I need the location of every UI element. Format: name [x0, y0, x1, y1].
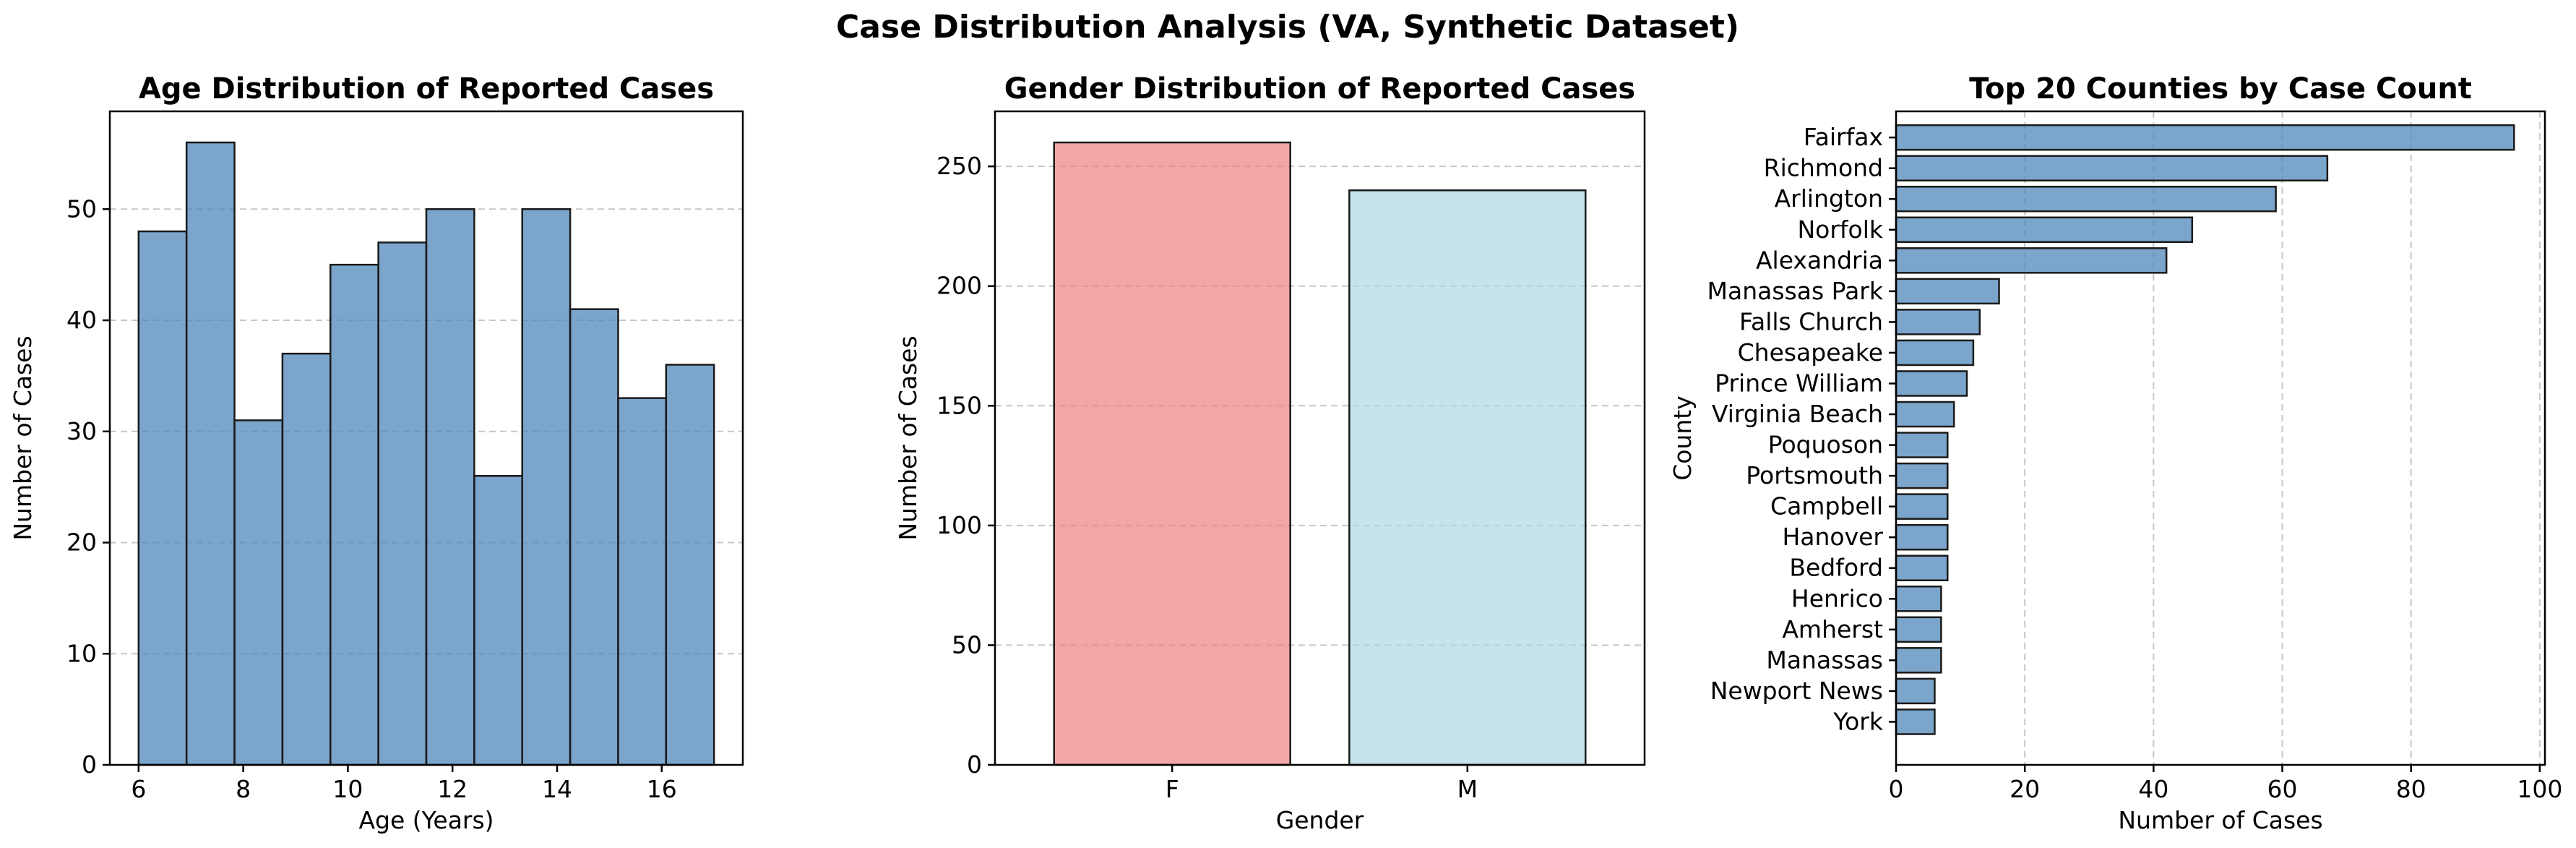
age-x-tick-label: 6 [131, 775, 146, 803]
county-x-tick-label: 100 [2517, 775, 2562, 803]
age-histogram-bar [377, 241, 428, 766]
county-y-tick-label: Amherst [1782, 615, 1883, 643]
county-chart-ylabel: County [1668, 395, 1697, 481]
county-chart-xlabel: Number of Cases [2118, 806, 2322, 834]
county-y-tick-label: Richmond [1764, 154, 1883, 182]
county-bar-panel: Top 20 Counties by Case Count Number of … [1668, 72, 2562, 834]
county-y-tick-label: Chesapeake [1738, 338, 1883, 367]
age-chart-xlabel: Age (Years) [358, 806, 494, 834]
age-histogram-bar [617, 397, 668, 766]
gender-x-tick-label: F [1166, 775, 1179, 803]
county-bar [1895, 708, 1936, 735]
age-histogram-bar [569, 308, 619, 766]
age-x-tick-label: 16 [647, 775, 677, 803]
county-y-tick-label: Henrico [1791, 584, 1883, 612]
county-bar [1895, 155, 2329, 181]
age-chart-title: Age Distribution of Reported Cases [139, 72, 714, 106]
figure-suptitle: Case Distribution Analysis (VA, Syntheti… [836, 9, 1739, 46]
county-bar [1895, 677, 1936, 705]
age-histogram-bar [425, 208, 475, 766]
county-y-tick-label: Newport News [1710, 677, 1883, 705]
county-y-tick-label: Virginia Beach [1712, 400, 1883, 428]
age-histogram-panel: Age Distribution of Reported Cases Age (… [9, 72, 744, 834]
county-y-tick-label: Arlington [1775, 184, 1883, 213]
county-x-tick-label: 60 [2267, 775, 2298, 803]
age-y-tick-label: 50 [66, 194, 97, 223]
county-bar [1895, 586, 1942, 612]
gender-bar-panel: Gender Distribution of Reported Cases Ge… [894, 72, 1646, 834]
county-bar [1895, 278, 2000, 305]
county-y-tick-label: Prince William [1715, 369, 1883, 397]
county-bar [1895, 401, 1955, 428]
age-histogram-bar [185, 141, 236, 766]
gender-x-tick-label: M [1457, 775, 1478, 803]
gender-y-tick-label: 250 [936, 152, 982, 180]
gender-y-tick-label: 150 [936, 391, 982, 419]
county-bar [1895, 493, 1949, 520]
county-bar [1895, 247, 2168, 274]
gender-chart-title: Gender Distribution of Reported Cases [1004, 72, 1635, 106]
age-x-tick-label: 10 [332, 775, 363, 803]
county-y-tick-label: Fairfax [1804, 123, 1883, 151]
county-bar [1895, 462, 1949, 489]
gender-bar [1348, 189, 1587, 766]
age-histogram-bar [281, 352, 332, 766]
age-x-tick-label: 8 [236, 775, 251, 803]
gender-chart-ylabel: Number of Cases [894, 335, 922, 540]
age-y-tick-label: 20 [66, 528, 97, 557]
gender-bar [1053, 141, 1291, 766]
county-y-tick-label: York [1832, 707, 1884, 735]
age-plot-frame [108, 110, 744, 766]
county-chart-title: Top 20 Counties by Case Count [1969, 72, 2472, 106]
county-bar [1895, 554, 1949, 582]
county-x-tick-label: 20 [2009, 775, 2040, 803]
county-plot-frame [1895, 110, 2546, 766]
age-x-tick-label: 12 [437, 775, 468, 803]
gender-chart-xlabel: Gender [1276, 806, 1364, 834]
county-x-tick-label: 0 [1889, 775, 1904, 803]
gender-y-tick-label: 200 [936, 272, 982, 300]
county-y-tick-label: Campbell [1770, 492, 1883, 521]
county-bar [1895, 124, 2515, 151]
county-x-tick-label: 80 [2396, 775, 2426, 803]
county-bar [1895, 647, 1942, 674]
county-bar [1895, 370, 1968, 397]
gender-plot-frame [994, 110, 1646, 766]
gender-y-tick-label: 100 [936, 511, 982, 539]
county-bar [1895, 616, 1942, 643]
gender-y-tick-label: 0 [967, 750, 982, 779]
county-bar [1895, 185, 2277, 213]
age-histogram-bar [137, 230, 188, 766]
age-y-tick-label: 10 [66, 639, 97, 667]
county-x-tick-label: 40 [2138, 775, 2168, 803]
county-y-tick-label: Hanover [1782, 523, 1883, 551]
age-histogram-bar [233, 419, 284, 766]
county-bar [1895, 216, 2194, 244]
age-y-tick-label: 0 [82, 750, 97, 779]
county-bar [1895, 339, 1975, 367]
county-y-tick-label: Portsmouth [1746, 461, 1883, 489]
county-y-tick-label: Manassas [1766, 646, 1883, 674]
county-y-tick-label: Alexandria [1756, 246, 1883, 274]
county-y-tick-label: Poquoson [1768, 431, 1883, 459]
county-bar [1895, 309, 1981, 335]
county-y-tick-label: Bedford [1789, 554, 1883, 582]
county-bar [1895, 523, 1949, 551]
gender-y-tick-label: 50 [952, 630, 982, 659]
county-bar [1895, 432, 1949, 458]
county-y-tick-label: Manassas Park [1707, 277, 1884, 305]
county-y-tick-label: Falls Church [1739, 307, 1883, 335]
age-histogram-bar [665, 364, 715, 766]
age-chart-ylabel: Number of Cases [9, 335, 37, 540]
age-y-tick-label: 30 [66, 417, 97, 445]
age-histogram-bar [473, 475, 523, 766]
age-x-tick-label: 14 [542, 775, 572, 803]
age-histogram-bar [521, 208, 572, 766]
county-y-tick-label: Norfolk [1797, 215, 1883, 244]
age-y-tick-label: 40 [66, 306, 97, 334]
age-histogram-bar [329, 263, 379, 766]
